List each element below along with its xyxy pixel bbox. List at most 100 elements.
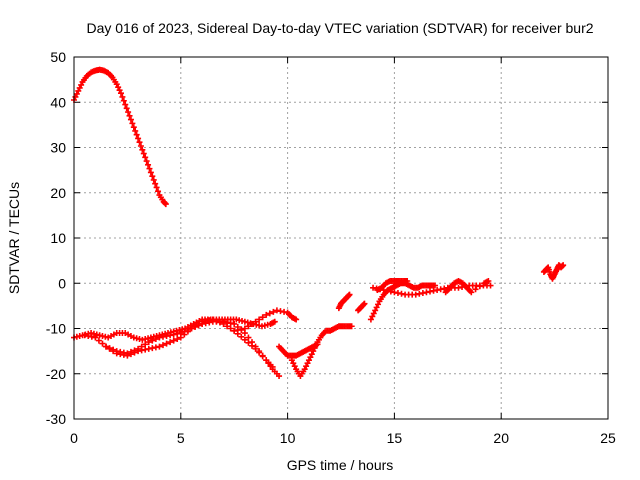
data-point — [291, 363, 298, 370]
data-point — [367, 316, 374, 323]
data-point — [249, 320, 255, 327]
data-point — [259, 314, 266, 321]
data-point — [361, 300, 368, 307]
data-point — [162, 201, 169, 208]
data-point — [127, 116, 134, 123]
data-point — [139, 146, 146, 153]
data-point — [133, 131, 140, 138]
data-point — [560, 262, 567, 269]
data-point — [174, 336, 181, 343]
data-point — [124, 350, 131, 357]
y-tick-label: -10 — [46, 321, 66, 337]
data-point — [135, 345, 142, 352]
data-point — [163, 340, 170, 347]
data-point — [310, 348, 317, 355]
data-point — [252, 318, 259, 325]
data-point — [266, 310, 273, 317]
data-point — [140, 150, 147, 157]
data-point — [143, 158, 150, 165]
data-point — [431, 282, 438, 289]
data-point — [125, 109, 132, 116]
data-point — [92, 334, 99, 341]
data-point — [106, 345, 113, 352]
data-point — [303, 363, 310, 370]
data-point — [192, 323, 199, 330]
y-tick-label: 30 — [50, 140, 66, 156]
data-points — [71, 66, 567, 380]
data-point — [149, 337, 156, 344]
data-point — [256, 316, 263, 323]
data-point — [132, 127, 139, 134]
data-point — [138, 343, 145, 350]
data-point — [95, 337, 102, 344]
data-point — [313, 342, 320, 349]
data-point — [375, 301, 382, 308]
data-point — [404, 277, 411, 284]
data-point — [290, 360, 297, 367]
data-point — [348, 323, 355, 330]
data-point — [110, 346, 117, 353]
data-point — [76, 84, 83, 91]
data-point — [123, 105, 130, 112]
y-axis-label: SDTVAR / TECUs — [6, 182, 22, 294]
series-arc-9 — [355, 300, 368, 314]
y-tick-label: 0 — [58, 275, 66, 291]
data-point — [270, 308, 277, 315]
data-point — [307, 354, 314, 361]
data-point — [472, 286, 479, 293]
data-point — [372, 307, 379, 314]
series-arc-13 — [442, 277, 492, 296]
x-tick-label: 25 — [600, 430, 616, 446]
data-point — [252, 343, 259, 350]
data-point — [369, 313, 376, 320]
plot-frame — [73, 56, 609, 420]
data-point — [126, 112, 133, 119]
data-point — [177, 330, 184, 337]
data-point — [119, 93, 126, 100]
data-point — [117, 90, 124, 97]
data-point — [120, 97, 127, 104]
data-point — [188, 325, 195, 332]
data-point — [160, 342, 166, 349]
data-point — [227, 325, 234, 332]
data-point — [122, 101, 129, 108]
data-point — [156, 343, 163, 350]
data-point — [127, 348, 134, 355]
series-arc-8 — [335, 291, 353, 312]
data-point — [195, 322, 202, 329]
data-point — [308, 351, 315, 358]
series-arc-10 — [367, 280, 438, 323]
data-point — [231, 320, 238, 327]
grid — [74, 57, 608, 419]
y-tick-label: 20 — [50, 185, 66, 201]
data-point — [269, 363, 276, 370]
x-tick-label: 5 — [177, 430, 185, 446]
data-point — [346, 291, 353, 298]
data-point — [142, 154, 149, 161]
data-point — [238, 333, 245, 340]
data-point — [146, 165, 153, 172]
data-point — [304, 360, 311, 367]
data-point — [256, 348, 263, 355]
y-tick-label: 50 — [50, 49, 66, 65]
data-point — [263, 311, 270, 318]
data-point — [142, 341, 149, 348]
data-point — [113, 81, 120, 88]
data-point — [311, 345, 318, 352]
y-tick-label: 10 — [50, 230, 66, 246]
data-point — [73, 90, 80, 97]
data-point — [75, 87, 82, 94]
data-point — [373, 304, 380, 311]
data-point — [131, 347, 138, 354]
series-arc-7 — [288, 323, 355, 380]
series-arc-12 — [374, 277, 411, 294]
data-point — [468, 289, 475, 296]
data-point — [245, 334, 252, 341]
y-tick-label: -30 — [46, 411, 66, 427]
series-arc-1 — [71, 66, 169, 208]
data-point — [241, 325, 248, 332]
series-arc-5 — [231, 307, 300, 334]
data-point — [476, 283, 483, 290]
data-point — [155, 188, 162, 195]
